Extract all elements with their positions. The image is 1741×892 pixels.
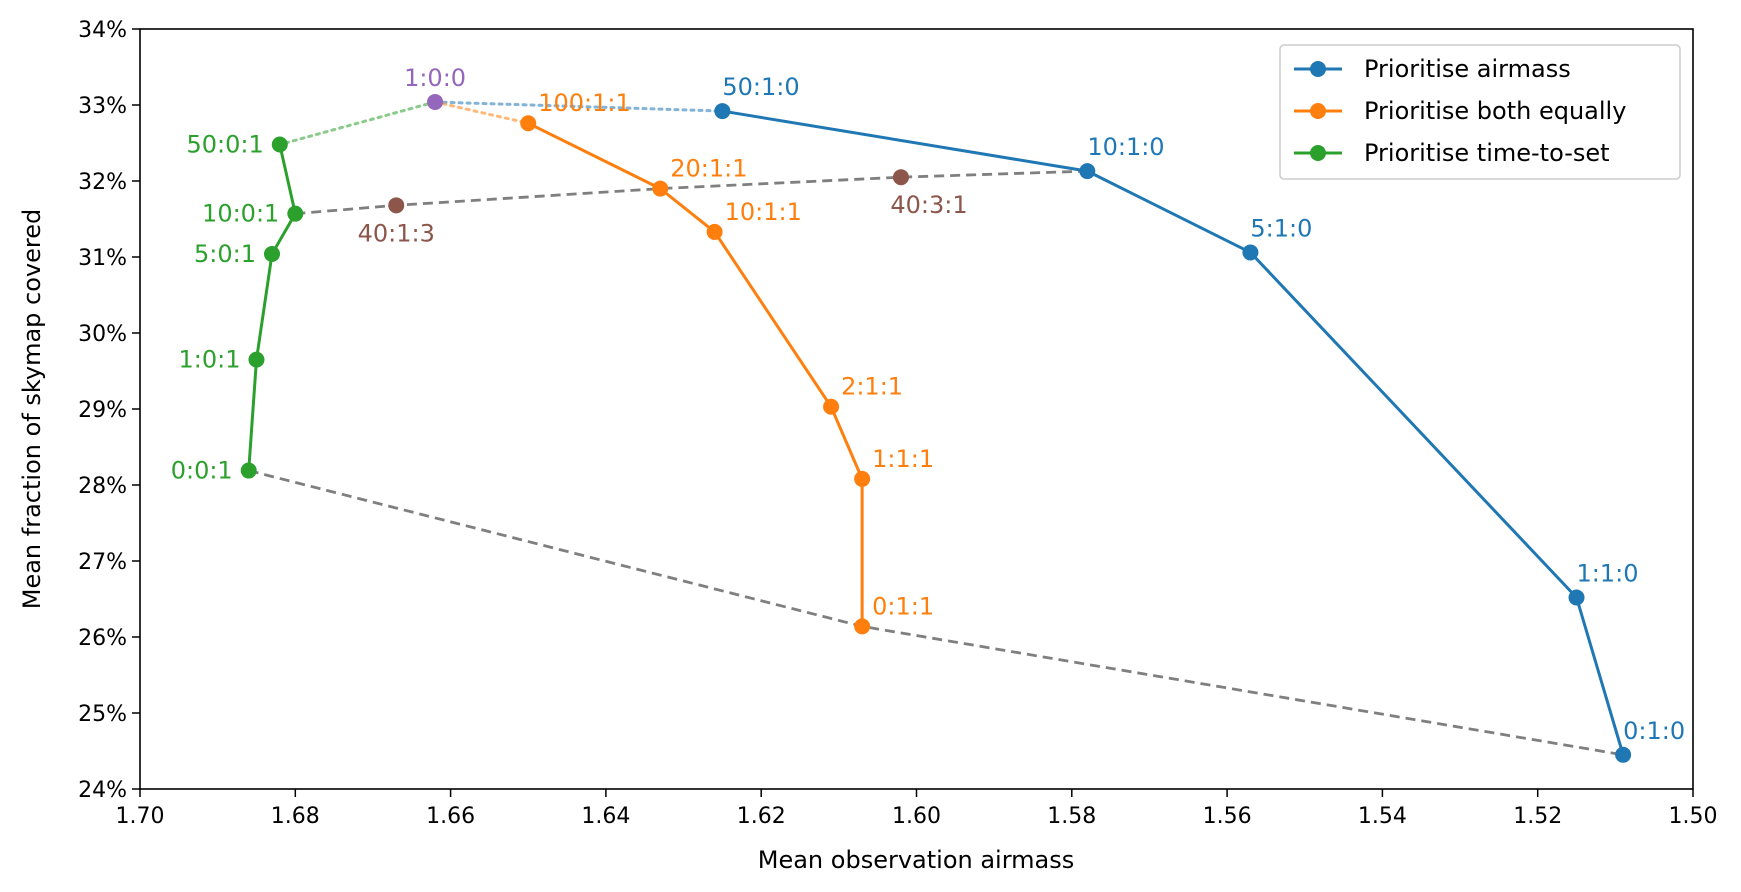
x-tick-label: 1.60 [892, 804, 941, 829]
data-point [388, 197, 405, 214]
dotted-link-line [433, 100, 724, 113]
x-axis-title: Mean observation airmass [758, 846, 1075, 874]
dotted-link-line [433, 100, 530, 125]
legend-label: Prioritise time-to-set [1364, 139, 1610, 167]
data-point [287, 205, 304, 222]
y-tick-label: 33% [78, 94, 127, 119]
dotted-link-line [278, 100, 437, 147]
point-label: 20:1:1 [670, 155, 747, 183]
data-point [427, 93, 444, 110]
legend: Prioritise airmass Prioritise both equall… [1279, 44, 1681, 180]
point-label: 10:1:0 [1087, 133, 1164, 161]
legend-label: Prioritise airmass [1364, 55, 1571, 83]
y-tick-label: 27% [78, 550, 127, 575]
dashed-connector-line [248, 469, 1624, 757]
legend-marker [1310, 61, 1326, 77]
legend-label: Prioritise both equally [1364, 97, 1626, 125]
y-tick-label: 24% [78, 778, 127, 803]
point-label: 0:1:0 [1623, 717, 1685, 745]
point-label: 40:1:3 [358, 219, 435, 247]
data-point [823, 398, 840, 415]
y-axis-title: Mean fraction of skymap covered [18, 209, 46, 610]
point-label: 0:1:1 [872, 592, 934, 620]
data-point [264, 245, 281, 262]
x-tick-label: 1.62 [737, 804, 786, 829]
y-tick-label: 25% [78, 702, 127, 727]
legend-marker [1310, 145, 1326, 161]
data-point [271, 136, 288, 153]
point-label: 40:3:1 [890, 191, 967, 219]
point-label: 1:0:1 [178, 346, 240, 374]
y-tick-label: 28% [78, 474, 127, 499]
x-tick-label: 1.56 [1203, 804, 1252, 829]
point-label: 1:1:0 [1577, 559, 1639, 587]
x-tick-label: 1.50 [1669, 804, 1718, 829]
data-point [240, 462, 257, 479]
series-line [722, 109, 1625, 756]
point-label: 10:1:1 [725, 198, 802, 226]
data-point [652, 180, 669, 197]
legend-marker [1310, 103, 1326, 119]
x-tick-label: 1.64 [581, 804, 630, 829]
point-label: 1:0:0 [404, 64, 466, 92]
point-label: 10:0:1 [202, 200, 279, 228]
chart-point-labels-layer: 50:1:0 10:1:0 5:1:0 1:1:0 0:1:0 100:1:1 20:1:1… [171, 64, 1685, 745]
point-label: 1:1:1 [872, 445, 934, 473]
x-tick-label: 1.70 [116, 804, 165, 829]
x-axis: 1.70 1.68 1.66 1.64 1.62 1.60 1.58 1.56 1.54 1.52… [116, 789, 1718, 829]
data-point [1079, 163, 1096, 180]
data-point [854, 618, 871, 635]
data-point [714, 103, 731, 120]
point-label: 50:1:0 [722, 73, 799, 101]
data-point [1568, 589, 1585, 606]
series-line [247, 144, 297, 471]
y-tick-label: 29% [78, 398, 127, 423]
point-label: 5:1:0 [1250, 214, 1312, 242]
point-label: 100:1:1 [538, 89, 631, 117]
point-label: 5:0:1 [194, 240, 256, 268]
x-tick-label: 1.52 [1513, 804, 1562, 829]
series-line [527, 121, 864, 627]
x-tick-label: 1.58 [1047, 804, 1096, 829]
y-axis: 24% 25% 26% 27% 28% 29% 30% 31% 32% 33% 34% [78, 18, 140, 803]
data-point [520, 115, 537, 132]
data-point [248, 351, 265, 368]
y-tick-label: 30% [78, 322, 127, 347]
x-tick-label: 1.66 [426, 804, 475, 829]
data-point [892, 169, 909, 186]
y-tick-label: 26% [78, 626, 127, 651]
x-tick-label: 1.68 [271, 804, 320, 829]
y-tick-label: 32% [78, 170, 127, 195]
data-point [854, 470, 871, 487]
point-label: 2:1:1 [841, 373, 903, 401]
point-label: 0:0:1 [171, 457, 233, 485]
data-point [706, 223, 723, 240]
legend-box [1279, 44, 1681, 180]
y-tick-label: 31% [78, 246, 127, 271]
data-point [1242, 244, 1259, 261]
point-label: 50:0:1 [187, 131, 264, 159]
y-tick-label: 34% [78, 18, 127, 43]
chart-marks-layer [240, 93, 1632, 763]
data-point [1615, 746, 1632, 763]
x-tick-label: 1.54 [1358, 804, 1407, 829]
dashed-connector-line [295, 169, 1088, 216]
